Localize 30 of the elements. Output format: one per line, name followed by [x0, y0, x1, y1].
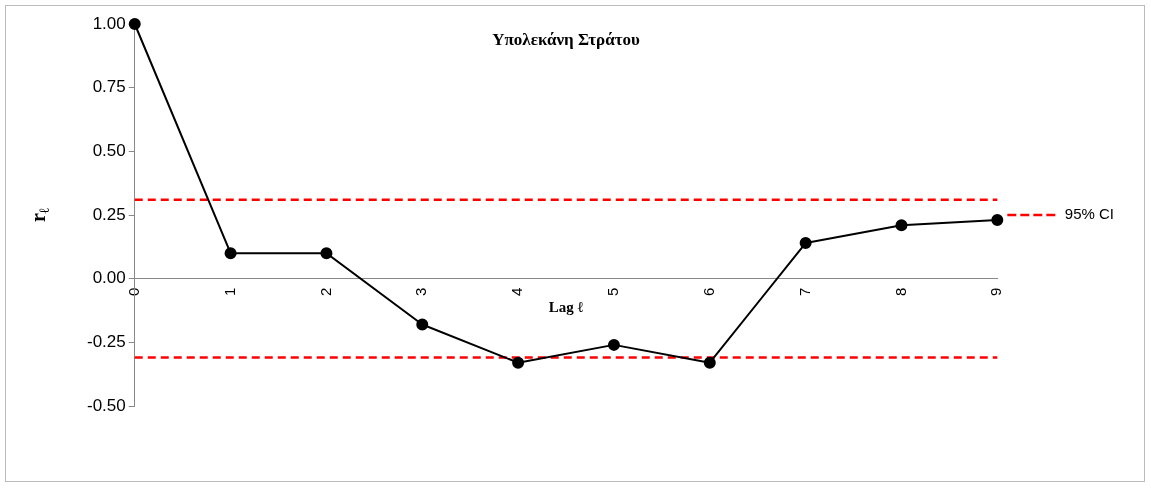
y-tick-label: 1.00 [92, 13, 126, 33]
point [607, 338, 620, 351]
y-tick-label: 0.00 [92, 268, 126, 288]
point [991, 214, 1004, 227]
x-tick-label: 4 [508, 287, 526, 297]
point [799, 237, 812, 250]
x-tick-label: 8 [891, 287, 909, 297]
point [224, 247, 237, 260]
y-axis-title: rℓ [26, 207, 53, 223]
point [512, 356, 525, 369]
y-tick-label: 0.75 [92, 77, 126, 97]
x-tick-label: 5 [604, 287, 622, 297]
x-tick-label: 6 [699, 287, 717, 297]
point [128, 18, 141, 30]
x-tick-label: 3 [412, 287, 430, 297]
y-tick-label: -0.50 [87, 395, 126, 415]
y-tick-label: 0.25 [92, 204, 126, 224]
y-tick-label: -0.25 [87, 332, 126, 352]
chart-title: Υπολεκάνη Στράτου [492, 30, 640, 50]
x-tick-label: 2 [316, 287, 334, 297]
x-tick-label: 1 [220, 287, 238, 297]
x-tick-label: 7 [795, 287, 813, 297]
point [703, 356, 716, 369]
x-axis-title: Lag ℓ [548, 298, 584, 315]
y-tick-label: 0.50 [92, 141, 126, 161]
x-tick-label: 9 [987, 287, 1005, 297]
point [895, 219, 908, 232]
point [416, 318, 429, 331]
legend-label: 95% CI [1064, 205, 1115, 223]
point [320, 247, 333, 260]
